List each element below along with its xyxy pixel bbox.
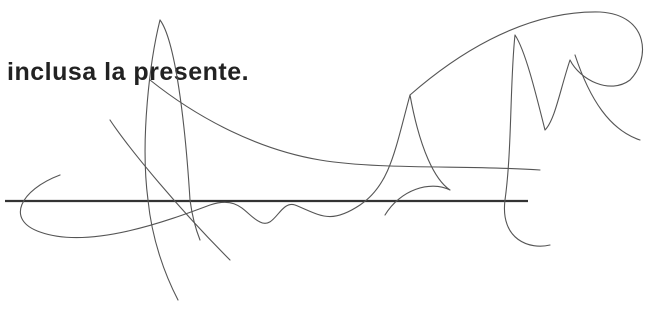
signature-area [0, 0, 653, 316]
signature [20, 12, 642, 300]
page: inclusa la presente. (() => { const data… [0, 0, 653, 316]
